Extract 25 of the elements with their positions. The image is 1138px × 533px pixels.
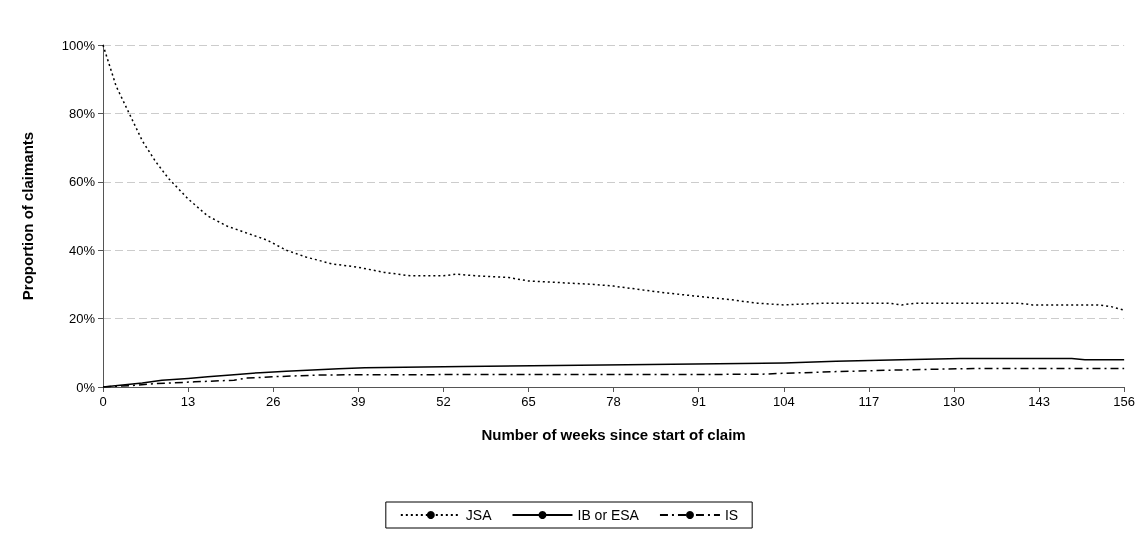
x-tick-label: 39 [351, 394, 366, 409]
x-tick-label: 26 [265, 394, 281, 409]
legend-label: IS [724, 507, 739, 523]
x-tick-label: 130 [943, 394, 965, 409]
x-tick-label: 65 [521, 394, 536, 409]
x-tick-label: 91 [691, 394, 706, 409]
line-series [102, 44, 1125, 311]
x-axis-title: Number of weeks since start of claim [481, 426, 746, 443]
x-tick-label: 78 [606, 394, 621, 409]
x-tick-label: 52 [436, 394, 451, 409]
y-tick-label: 20% [68, 311, 96, 327]
x-tick-label: 117 [858, 394, 880, 409]
y-tick-label: 40% [68, 242, 96, 258]
x-tick-label: 13 [180, 394, 196, 409]
x-tick-label: 0 [99, 394, 107, 409]
x-tick-label: 143 [1028, 394, 1050, 409]
x-tick-label: 104 [772, 394, 795, 409]
y-axis-title: Proportion of claimants [19, 131, 36, 301]
legend-label: IB or ESA [577, 507, 640, 523]
legend-label: JSA [465, 507, 493, 523]
y-tick-label: 0% [76, 379, 96, 395]
y-tick-label: 80% [68, 105, 96, 121]
y-tick-label: 100% [61, 37, 96, 53]
x-tick-label: 156 [1113, 394, 1136, 409]
y-tick-label: 60% [68, 174, 96, 190]
